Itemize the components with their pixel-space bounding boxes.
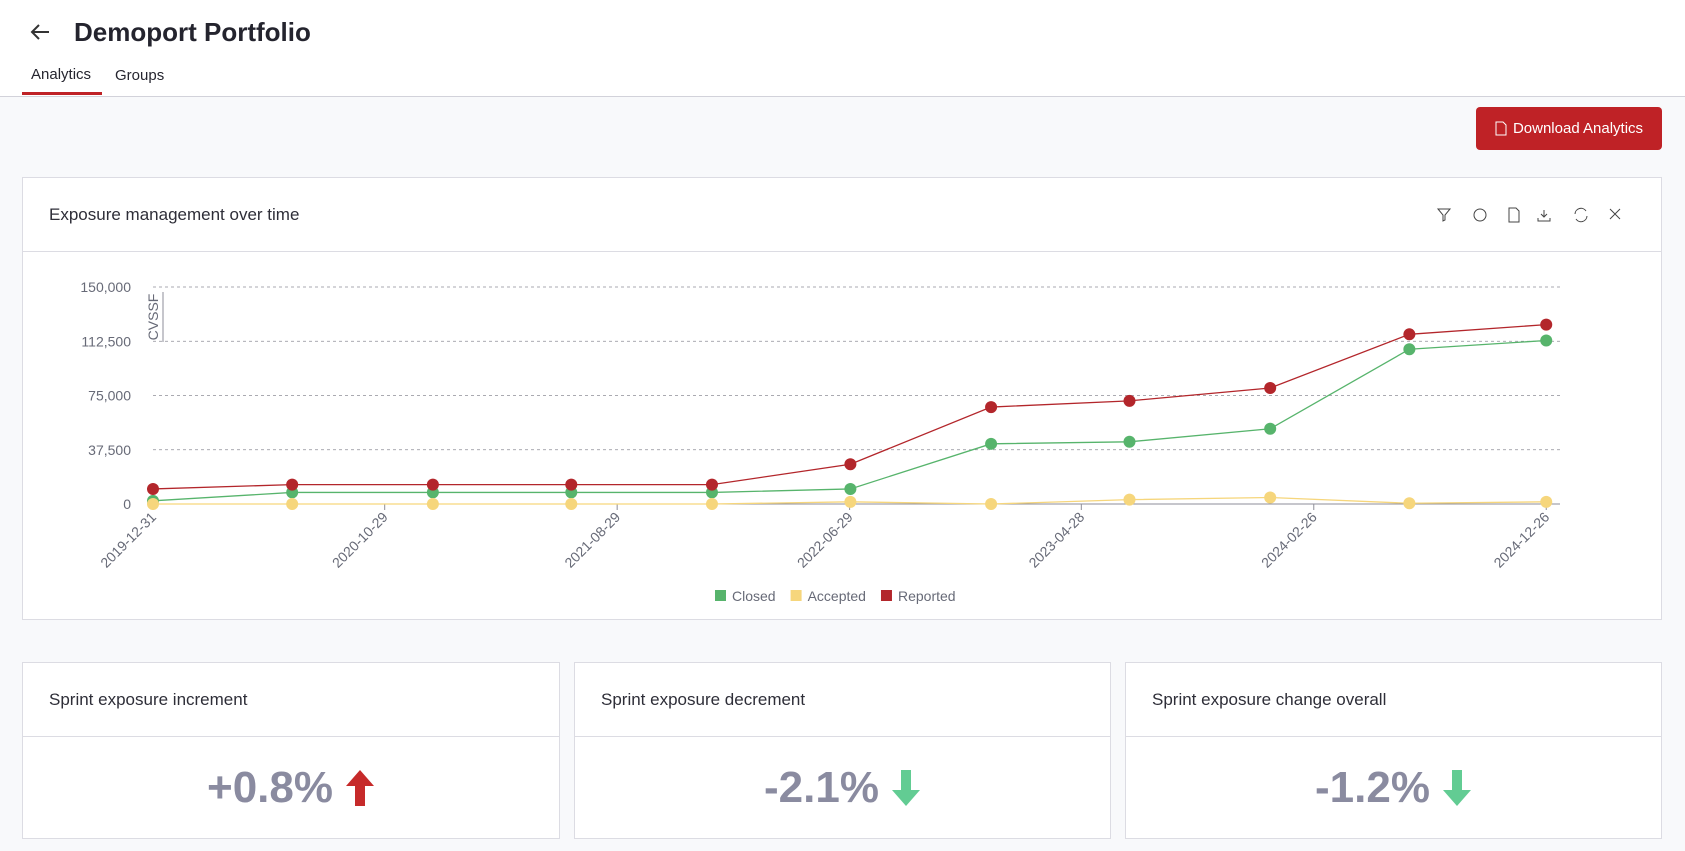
card-title: Sprint exposure change overall bbox=[1152, 689, 1387, 709]
data-point bbox=[1264, 491, 1277, 504]
down-arrow bbox=[1442, 770, 1471, 806]
chart-card: Exposure management over time 0 37,500 75,… bbox=[22, 177, 1662, 620]
legend-swatch bbox=[880, 590, 892, 601]
kpi-card: Sprint exposure change overall -1.2% bbox=[1125, 662, 1662, 839]
data-point bbox=[705, 498, 718, 510]
legend-swatch bbox=[790, 590, 802, 601]
tab[interactable]: Analytics bbox=[31, 66, 92, 83]
up-arrow bbox=[345, 770, 374, 806]
data-point bbox=[1540, 334, 1553, 347]
x-tick-label: 2021-08-29 bbox=[561, 509, 623, 571]
card-title: Sprint exposure increment bbox=[49, 689, 248, 709]
data-point bbox=[1123, 394, 1136, 407]
data-point bbox=[286, 478, 299, 491]
data-point bbox=[1540, 495, 1553, 508]
series-line bbox=[152, 339, 1547, 502]
page-title: Demoport Portfolio bbox=[74, 17, 311, 47]
data-point bbox=[565, 498, 578, 510]
y-tick-label: 75,000 bbox=[88, 388, 131, 404]
top-bar: Demoport Portfolio Analytics Groups bbox=[0, 0, 1685, 97]
data-point bbox=[1123, 493, 1136, 506]
refresh-icon[interactable] bbox=[1574, 207, 1588, 223]
card-header: Sprint exposure increment bbox=[23, 663, 559, 737]
data-point bbox=[426, 478, 439, 491]
download-button[interactable]: Download Analytics bbox=[1476, 107, 1662, 150]
legend-label: Accepted bbox=[808, 588, 866, 604]
data-point bbox=[1264, 422, 1277, 435]
card-header: Exposure management over time bbox=[23, 178, 1661, 252]
y-tick-label: 150,000 bbox=[80, 279, 131, 295]
tab-underline bbox=[22, 92, 102, 95]
data-point bbox=[286, 498, 299, 510]
data-point bbox=[844, 495, 857, 508]
data-point bbox=[1540, 318, 1553, 331]
data-point bbox=[147, 498, 159, 510]
data-point bbox=[1123, 435, 1136, 448]
filter-icon[interactable] bbox=[1436, 208, 1452, 222]
data-point bbox=[985, 498, 998, 510]
data-point bbox=[985, 437, 998, 450]
kpi-value: -2.1% bbox=[764, 763, 879, 812]
card-header: Sprint exposure decrement bbox=[575, 663, 1110, 737]
legend-swatch bbox=[715, 590, 726, 601]
kpi: +0.8% bbox=[23, 737, 559, 839]
data-point bbox=[705, 478, 718, 491]
data-point bbox=[1403, 497, 1416, 510]
download-icon[interactable] bbox=[1537, 210, 1551, 222]
data-point bbox=[1403, 343, 1416, 356]
legend-label: Closed bbox=[732, 588, 776, 604]
data-point bbox=[565, 478, 578, 491]
data-point bbox=[844, 458, 857, 471]
kpi-card: Sprint exposure decrement -2.1% bbox=[574, 662, 1111, 839]
card-header: Sprint exposure change overall bbox=[1126, 663, 1661, 737]
down-arrow bbox=[891, 770, 920, 806]
y-axis-label: CVSSF bbox=[145, 294, 161, 341]
toolbar bbox=[1436, 207, 1621, 223]
expand-icon[interactable] bbox=[1609, 208, 1621, 220]
back-arrow[interactable] bbox=[29, 22, 51, 42]
kpi: -1.2% bbox=[1126, 737, 1661, 839]
y-tick-label: 0 bbox=[123, 496, 131, 512]
info-icon[interactable] bbox=[1473, 208, 1487, 222]
x-tick-label: 2023-04-28 bbox=[1025, 509, 1087, 571]
data-point bbox=[844, 482, 857, 495]
card-title: Sprint exposure decrement bbox=[601, 689, 806, 709]
kpi-card: Sprint exposure increment +0.8% bbox=[22, 662, 560, 839]
tab[interactable]: Groups bbox=[115, 67, 165, 84]
chart: 0 37,500 75,000 112,500 150,000 CVSSF 2019-12-… bbox=[80, 279, 1560, 604]
card-title: Exposure management over time bbox=[49, 204, 300, 224]
data-point bbox=[147, 482, 159, 495]
data-point bbox=[985, 401, 998, 414]
csv-icon[interactable] bbox=[1508, 207, 1520, 223]
data-point bbox=[1264, 381, 1277, 394]
x-tick-label: 2019-12-31 bbox=[97, 509, 159, 571]
x-tick-label: 2022-06-29 bbox=[794, 509, 856, 571]
data-point bbox=[1403, 328, 1416, 341]
kpi-value: +0.8% bbox=[207, 763, 333, 812]
data-point bbox=[426, 498, 439, 510]
y-tick-label: 37,500 bbox=[88, 442, 131, 458]
x-tick-label: 2024-02-26 bbox=[1258, 509, 1320, 571]
kpi-value: -1.2% bbox=[1315, 763, 1430, 812]
kpi: -2.1% bbox=[575, 737, 1110, 839]
x-tick-label: 2020-10-29 bbox=[329, 509, 391, 571]
file-icon bbox=[1495, 121, 1507, 136]
button-label: Download Analytics bbox=[1512, 120, 1644, 137]
y-tick-label: 112,500 bbox=[81, 333, 131, 349]
x-tick-label: 2024-12-26 bbox=[1490, 509, 1552, 571]
legend-label: Reported bbox=[898, 588, 956, 604]
